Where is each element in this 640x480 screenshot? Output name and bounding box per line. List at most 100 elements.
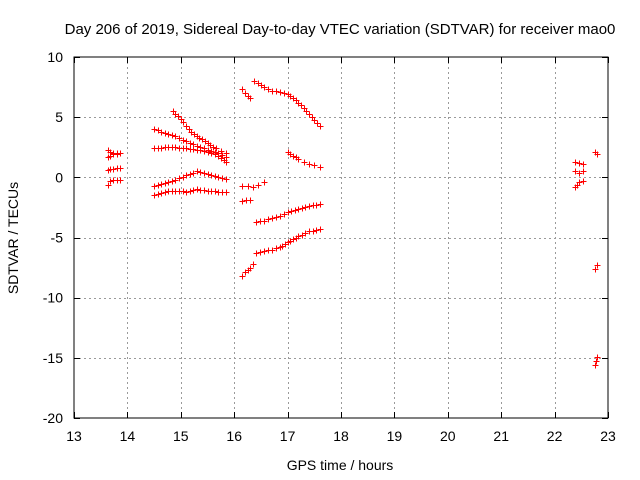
data-point — [155, 191, 162, 198]
data-point — [187, 188, 194, 195]
data-point — [158, 145, 165, 152]
series-arc-18 — [572, 159, 587, 168]
data-point — [169, 132, 176, 139]
data-point — [317, 226, 324, 233]
x-tick-label: 20 — [440, 428, 456, 444]
data-point — [303, 108, 310, 115]
data-point — [190, 187, 197, 194]
data-point — [223, 159, 230, 166]
y-tick-label: -10 — [43, 290, 63, 306]
series-arc-07 — [170, 108, 230, 157]
data-point — [306, 161, 313, 168]
data-point — [187, 140, 194, 147]
data-point — [250, 184, 257, 191]
data-point — [155, 182, 162, 189]
data-point — [281, 211, 288, 218]
data-point — [205, 171, 212, 178]
data-point — [162, 180, 169, 187]
data-point — [176, 135, 183, 142]
plot-frame — [73, 56, 609, 419]
data-point — [290, 236, 297, 243]
data-point — [180, 188, 187, 195]
x-tick-label: 16 — [226, 428, 242, 444]
data-point — [313, 202, 320, 209]
x-tick-label: 15 — [173, 428, 189, 444]
data-point — [208, 150, 215, 157]
data-point — [273, 245, 280, 252]
data-point — [183, 138, 190, 145]
data-point — [594, 262, 601, 269]
series-arc-03 — [105, 165, 124, 174]
data-point — [317, 201, 324, 208]
data-point — [105, 182, 112, 189]
x-tick-label: 21 — [493, 428, 509, 444]
y-tick-label: -15 — [43, 350, 63, 366]
data-point — [572, 168, 579, 175]
data-point — [151, 126, 158, 133]
series-arc-12 — [239, 197, 254, 205]
data-layer — [105, 78, 601, 369]
data-point — [273, 88, 280, 95]
y-tick-label: -5 — [51, 230, 64, 246]
data-point — [239, 183, 246, 190]
y-axis-label: SDTVAR / TECUs — [5, 182, 21, 294]
x-axis-label: GPS time / hours — [287, 457, 394, 473]
data-point — [247, 95, 254, 102]
series-arc-16 — [253, 226, 324, 257]
data-point — [290, 153, 297, 160]
data-point — [592, 266, 599, 273]
data-point — [253, 250, 260, 257]
data-point — [183, 123, 190, 130]
data-point — [580, 168, 587, 175]
data-point — [172, 177, 179, 184]
data-point — [301, 159, 308, 166]
data-point — [292, 207, 299, 214]
data-point — [242, 90, 249, 97]
data-point — [257, 249, 264, 256]
data-point — [311, 162, 318, 169]
data-point — [208, 172, 215, 179]
data-point — [205, 149, 212, 156]
data-point — [265, 216, 272, 223]
x-tick-label: 22 — [547, 428, 563, 444]
data-point — [576, 170, 583, 177]
data-point — [310, 228, 317, 235]
data-point — [572, 159, 579, 166]
data-point — [277, 213, 284, 220]
data-point — [196, 135, 203, 142]
data-point — [277, 89, 284, 96]
series-arc-17 — [285, 149, 324, 171]
data-point — [250, 261, 257, 268]
series-arc-14 — [251, 78, 324, 130]
data-point — [306, 111, 313, 118]
data-point — [298, 102, 305, 109]
data-point — [213, 145, 220, 152]
data-point — [269, 247, 276, 254]
series-arc-13 — [239, 261, 257, 280]
data-point — [117, 177, 124, 184]
x-tick-label: 23 — [600, 428, 616, 444]
data-point — [114, 151, 121, 158]
data-point — [180, 137, 187, 144]
data-point — [295, 206, 302, 213]
grid-layer — [74, 57, 608, 418]
data-point — [197, 169, 204, 176]
data-point — [265, 86, 272, 93]
data-point — [593, 358, 600, 365]
data-point — [201, 148, 208, 155]
data-point — [172, 144, 179, 151]
data-point — [201, 187, 208, 194]
series-arc-19 — [572, 168, 587, 177]
data-point — [190, 170, 197, 177]
data-point — [218, 148, 225, 155]
data-point — [247, 265, 254, 272]
series-arc-04 — [105, 177, 124, 189]
data-point — [311, 117, 318, 124]
data-point — [201, 170, 208, 177]
data-point — [183, 172, 190, 179]
data-point — [151, 192, 158, 199]
data-point — [247, 197, 254, 204]
data-point — [223, 189, 230, 196]
series-arc-10 — [239, 86, 254, 102]
